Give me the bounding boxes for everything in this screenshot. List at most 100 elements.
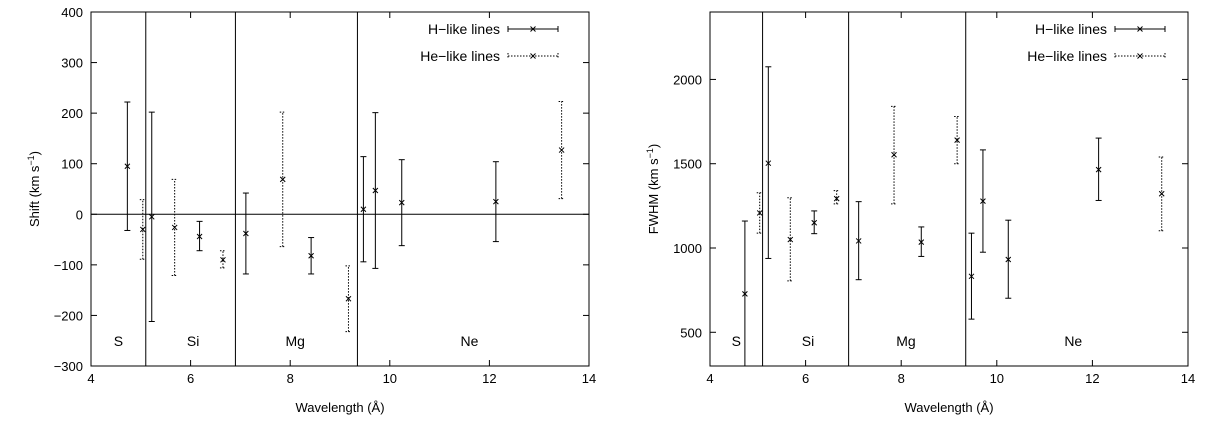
point-mark: [918, 239, 925, 245]
data-point: [243, 230, 249, 237]
y-axis-label-superscript: −1: [26, 155, 36, 165]
y-tick-label: 100: [61, 157, 83, 172]
point-mark: [345, 295, 352, 302]
point-mark: [1005, 256, 1012, 263]
point-mark: [1095, 166, 1102, 173]
data-point: [855, 238, 862, 244]
x-tick-label: 4: [87, 371, 94, 386]
x-tick-label: 12: [1085, 371, 1099, 386]
x-axis-label: Wavelength (Å): [904, 400, 993, 415]
point-mark: [308, 252, 314, 259]
data-point: [968, 273, 975, 280]
legend-label: He−like lines: [420, 48, 500, 64]
point-mark: [196, 233, 203, 240]
chart-panel-2: 4 6 8 10 12 14 500 1000 1500 2000 S Si Mg Ne Wavelengt…: [645, 11, 1195, 415]
data-point: [811, 219, 818, 226]
data-point: [372, 187, 379, 194]
point-mark: [954, 137, 960, 143]
data-point: [148, 213, 155, 220]
point-mark: [372, 187, 379, 194]
data-point: [980, 198, 986, 204]
y-tick-label: −200: [54, 308, 83, 323]
data-point: [308, 252, 314, 259]
legend-entry: He−like lines: [420, 48, 559, 64]
data-point: [558, 147, 565, 153]
point-mark: [891, 151, 897, 158]
data-point: [833, 195, 840, 202]
point-mark: [398, 199, 405, 206]
y-tick-label: 400: [61, 5, 83, 20]
x-tick-label: 12: [482, 371, 496, 386]
data-point: [954, 137, 960, 143]
point-mark: [855, 238, 862, 244]
y-tick-label: 2000: [673, 72, 702, 87]
x-tick-label: 8: [898, 371, 905, 386]
point-mark: [243, 230, 249, 237]
x-axis-label: Wavelength (Å): [295, 400, 384, 415]
point-mark: [756, 210, 763, 216]
x-tick-label: 14: [582, 371, 596, 386]
plot-frame: [709, 11, 1189, 367]
data-point: [398, 199, 405, 206]
y-tick-label: 500: [680, 325, 702, 340]
region-label: Ne: [1064, 333, 1082, 349]
y-tick-label: 300: [61, 56, 83, 71]
data-point: [171, 224, 178, 231]
y-tick-label: 1500: [673, 157, 702, 172]
data-point: [139, 226, 146, 233]
legend-entry: He−like lines: [1027, 48, 1166, 64]
region-label: Ne: [461, 333, 479, 349]
point-mark: [811, 219, 818, 226]
legend-label: H−like lines: [1035, 21, 1107, 37]
plot-frame: [90, 11, 590, 367]
data-point: [196, 233, 203, 240]
point-mark: [279, 176, 286, 183]
y-axis-label-text: FWHM (km s: [646, 158, 661, 234]
data-point: [756, 210, 763, 216]
x-tick-label: 4: [706, 371, 713, 386]
data-point: [360, 206, 367, 213]
y-axis-label: FWHM (km s−1): [645, 144, 661, 234]
series-h-like: [741, 66, 1102, 367]
series-h-like: [124, 101, 499, 322]
point-mark: [968, 273, 975, 280]
data-point: [345, 295, 352, 302]
series-he-like: [139, 101, 565, 333]
y-tick-label: 200: [61, 106, 83, 121]
y-tick-label: −300: [54, 359, 83, 374]
data-point: [493, 198, 499, 205]
legend-mark: [530, 53, 536, 59]
legend-mark: [1137, 26, 1143, 32]
y-axis-label-close: ): [646, 144, 661, 148]
data-point: [787, 236, 794, 243]
x-tick-label: 6: [187, 371, 194, 386]
y-tick-label: 1000: [673, 241, 702, 256]
data-point: [1095, 166, 1102, 173]
region-label: S: [114, 333, 123, 349]
data-point: [891, 151, 897, 158]
y-axis-label-text: Shift (km s: [27, 165, 42, 227]
legend-label: H−like lines: [428, 21, 500, 37]
point-mark: [493, 198, 499, 205]
data-point: [1158, 190, 1165, 197]
x-tick-label: 14: [1181, 371, 1195, 386]
x-tick-label: 8: [287, 371, 294, 386]
y-tick-label: 0: [76, 207, 83, 222]
point-mark: [742, 290, 748, 297]
point-mark: [1158, 190, 1165, 197]
data-point: [279, 176, 286, 183]
data-point: [124, 163, 131, 170]
point-mark: [787, 236, 794, 243]
y-axis-label-superscript: −1: [645, 148, 655, 158]
legend-mark: [1137, 53, 1143, 59]
point-mark: [360, 206, 367, 213]
region-label: Mg: [285, 333, 304, 349]
y-axis-label-close: ): [27, 151, 42, 155]
legend-label: He−like lines: [1027, 48, 1107, 64]
region-label: Si: [802, 333, 814, 349]
legend-entry: H−like lines: [1035, 21, 1166, 37]
point-mark: [139, 226, 146, 233]
data-point: [1005, 256, 1012, 263]
